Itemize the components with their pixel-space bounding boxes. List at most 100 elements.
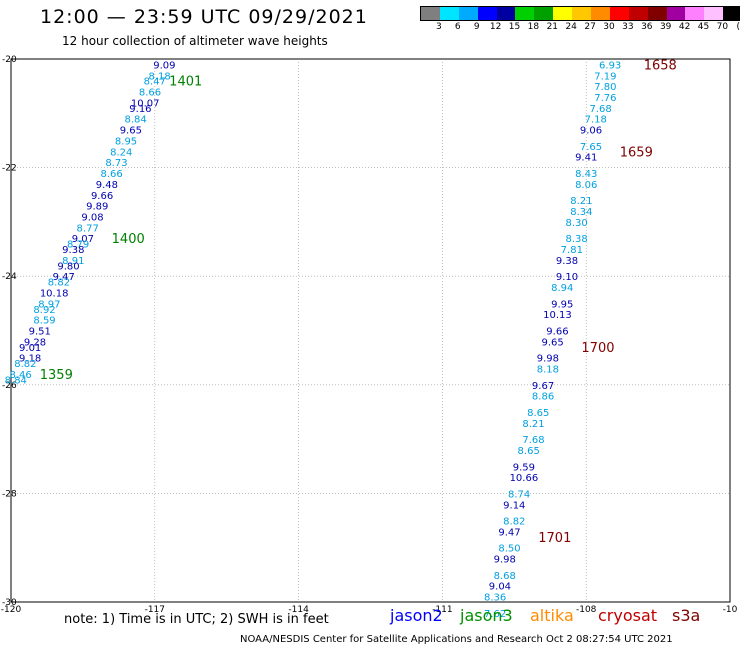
y-tick-label: -20 xyxy=(2,55,17,65)
wave-height-value: 9.28 xyxy=(24,337,46,348)
pass-time-label: 1658 xyxy=(644,58,677,73)
color-scale-tick: 42 xyxy=(678,22,691,32)
color-scale-tick: 30 xyxy=(603,22,615,32)
color-scale-tick: 3 xyxy=(436,22,442,32)
wave-height-value: 8.95 xyxy=(115,136,137,147)
pass-time-label: 1401 xyxy=(169,75,202,90)
y-tick-label: -24 xyxy=(2,272,17,282)
wave-height-value: 9.98 xyxy=(537,354,559,365)
color-scale-tick: 21 xyxy=(546,22,559,32)
wave-height-value: 8.36 xyxy=(484,593,506,604)
pass-time-label: 1400 xyxy=(112,232,145,247)
wave-height-value: 10.66 xyxy=(510,473,539,484)
color-swatch xyxy=(439,7,459,20)
color-scale-tick: 12 xyxy=(489,22,502,32)
y-tick-label: -22 xyxy=(2,164,17,174)
wave-height-value: 8.06 xyxy=(575,180,597,191)
wave-height-value: 8.38 xyxy=(565,234,587,245)
y-tick-label: -26 xyxy=(2,381,17,391)
wave-height-value: 9.07 xyxy=(72,234,94,245)
wave-height-value: 7.18 xyxy=(585,115,607,126)
wave-height-value: 8.73 xyxy=(105,158,127,169)
wave-height-value: 9.47 xyxy=(53,272,75,283)
color-swatch xyxy=(647,7,667,20)
wave-height-value: 8.65 xyxy=(518,446,540,457)
wave-height-value: 8.82 xyxy=(503,517,525,528)
wave-height-value: 8.47 xyxy=(144,77,166,88)
color-swatch xyxy=(591,7,610,20)
color-swatch xyxy=(723,7,740,20)
legend-cryosat: cryosat xyxy=(598,606,658,625)
wave-height-value: 9.65 xyxy=(542,337,564,348)
color-scale-tick: 33 xyxy=(622,22,634,32)
wave-height-value: 9.41 xyxy=(575,153,597,164)
wave-height-value: 8.77 xyxy=(77,223,99,234)
wave-height-value: 8.68 xyxy=(494,571,516,582)
pass-time-label: 1659 xyxy=(620,145,653,160)
wave-height-value: 9.09 xyxy=(153,60,175,71)
wave-height-value: 8.86 xyxy=(532,392,554,403)
wave-height-value: 9.80 xyxy=(57,261,79,272)
wave-height-value: 9.66 xyxy=(546,327,568,338)
wave-height-value: 7.68 xyxy=(522,435,544,446)
x-tick-label: -10 xyxy=(723,605,738,615)
wave-height-value: 9.48 xyxy=(96,180,118,191)
legend-s3a: s3a xyxy=(672,606,701,625)
wave-height-value: 7.62 xyxy=(484,609,506,620)
wave-height-value: 7.81 xyxy=(561,245,583,256)
wave-height-value: 8.82 xyxy=(14,359,36,370)
color-scale-tick: 24 xyxy=(565,22,577,32)
wave-height-value: 9.95 xyxy=(551,299,573,310)
wave-height-value: 9.67 xyxy=(532,381,554,392)
wave-height-value: 9.65 xyxy=(120,126,142,137)
wave-height-value: 7.65 xyxy=(580,142,602,153)
color-swatch xyxy=(572,7,592,20)
color-swatch xyxy=(496,7,516,20)
color-swatch xyxy=(553,7,573,20)
wave-height-value: 8.91 xyxy=(62,256,84,267)
color-scale-tick: 18 xyxy=(527,22,540,32)
wave-height-value: 8.43 xyxy=(575,169,597,180)
map-title: 12:00 — 23:59 UTC 09/29/2021 xyxy=(40,6,368,28)
wave-height-value: 9.89 xyxy=(86,202,108,213)
wave-height-value: 8.21 xyxy=(522,419,544,430)
x-tick-label: -111 xyxy=(432,605,452,615)
wave-height-value: 8.79 xyxy=(67,240,89,251)
x-tick-label: -117 xyxy=(145,605,165,615)
units-note: note: 1) Time is in UTC; 2) SWH is in fe… xyxy=(64,612,329,627)
wave-height-value: 8.30 xyxy=(565,218,587,229)
wave-height-value: 8.46 xyxy=(9,370,31,381)
wave-height-value: 9.66 xyxy=(91,191,113,202)
wave-height-value: 9.98 xyxy=(494,555,516,566)
wave-height-value: 9.10 xyxy=(556,272,578,283)
map-subtitle: 12 hour collection of altimeter wave hei… xyxy=(62,34,328,48)
color-scale-tick: 9 xyxy=(473,22,480,32)
wave-height-value: 9.16 xyxy=(129,104,151,115)
wave-height-value: 8.84 xyxy=(5,375,27,386)
color-swatch xyxy=(704,7,724,20)
wave-height-value: 9.08 xyxy=(81,212,103,223)
color-scale-tick: 36 xyxy=(641,22,653,32)
wave-height-value: 8.66 xyxy=(139,88,161,99)
legend-jason2: jason2 xyxy=(390,606,443,625)
color-scale-tick: 15 xyxy=(508,22,521,32)
wave-height-value: 8.65 xyxy=(527,408,549,419)
wave-height-value: 9.59 xyxy=(513,462,535,473)
wave-height-value: 7.80 xyxy=(594,82,616,93)
color-scale-tick: 6 xyxy=(454,22,461,32)
x-tick-label: -120 xyxy=(1,605,22,615)
pass-time-label: 1359 xyxy=(40,368,73,383)
wave-height-value: 8.82 xyxy=(48,278,70,289)
color-swatch xyxy=(477,7,497,20)
color-swatch xyxy=(685,7,705,20)
x-tick-label: -108 xyxy=(576,605,597,615)
wave-height-value: 8.24 xyxy=(110,147,132,158)
color-swatch xyxy=(609,7,629,20)
wave-height-value: 9.47 xyxy=(498,527,520,538)
wave-height-value: 9.18 xyxy=(19,354,41,365)
wave-height-value: 10.13 xyxy=(543,310,572,321)
wave-height-value: 8.74 xyxy=(508,489,530,500)
wave-height-value: 8.66 xyxy=(101,169,123,180)
